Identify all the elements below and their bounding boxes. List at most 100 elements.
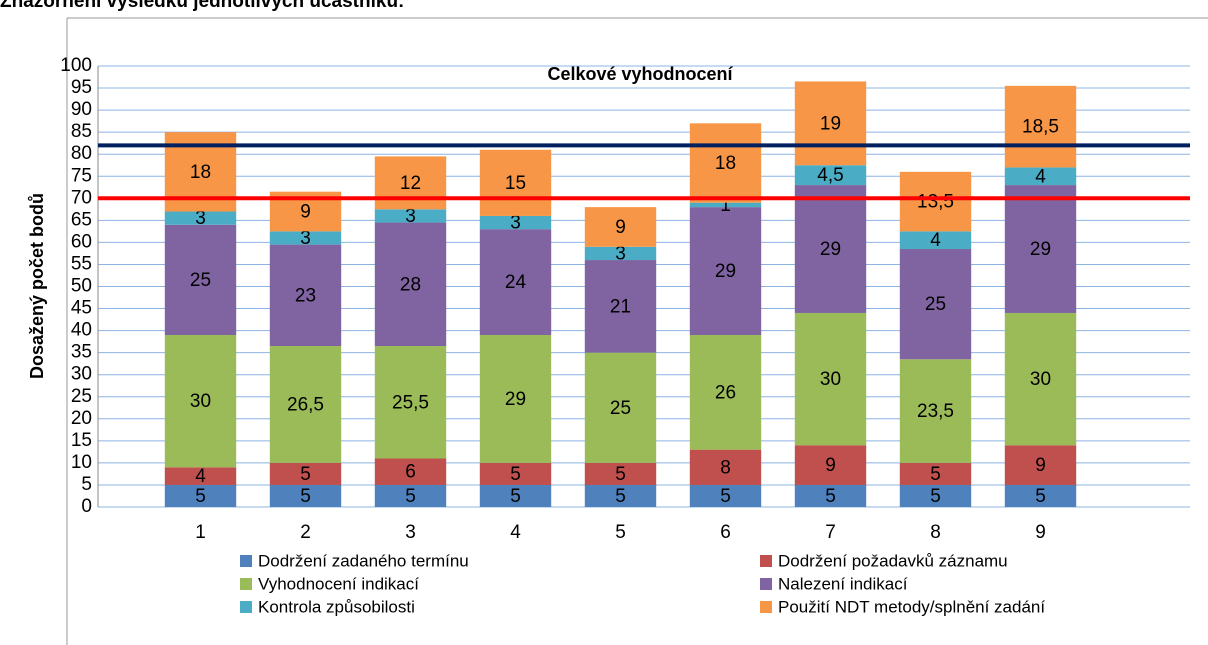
data-label: 5 xyxy=(405,486,416,507)
data-label: 5 xyxy=(825,486,836,507)
y-tick-label: 55 xyxy=(71,253,92,274)
data-label: 18 xyxy=(190,162,211,183)
data-label: 4 xyxy=(195,466,206,487)
data-label: 12 xyxy=(400,173,421,194)
bar-segment xyxy=(164,335,237,468)
y-tick-label: 75 xyxy=(71,165,92,186)
y-tick-label: 65 xyxy=(71,209,92,230)
legend-label: Dodržení požadavků záznamu xyxy=(778,551,1008,570)
data-label: 29 xyxy=(715,261,736,282)
y-tick-label: 5 xyxy=(81,474,92,495)
data-label: 23,5 xyxy=(917,401,954,422)
bar-segment xyxy=(269,346,342,463)
data-label: 25 xyxy=(610,398,631,419)
y-tick-label: 90 xyxy=(71,99,92,120)
bar-segment xyxy=(164,224,237,336)
bar-segment xyxy=(479,215,552,230)
x-tick-label: 3 xyxy=(405,522,416,543)
data-label: 23 xyxy=(295,285,316,306)
data-label: 5 xyxy=(510,464,521,485)
data-label: 5 xyxy=(930,464,941,485)
y-tick-label: 60 xyxy=(71,231,92,252)
data-label: 9 xyxy=(825,455,836,476)
x-tick-label: 8 xyxy=(930,522,941,543)
data-label: 5 xyxy=(195,486,206,507)
y-tick-label: 70 xyxy=(71,187,92,208)
bar-segment xyxy=(374,484,447,507)
bar-segment xyxy=(1004,167,1077,186)
bar-segment xyxy=(899,484,972,507)
data-label: 13,5 xyxy=(917,192,954,213)
legend-swatch xyxy=(760,555,772,567)
bar-segment xyxy=(689,484,762,507)
y-axis-label: Dosažený počet bodů xyxy=(27,193,47,379)
y-tick-label: 10 xyxy=(71,452,92,473)
bar-segment xyxy=(479,335,552,463)
bar-segment xyxy=(479,462,552,485)
y-tick-label: 45 xyxy=(71,298,92,319)
data-label: 15 xyxy=(505,173,526,194)
bar-segment xyxy=(899,462,972,485)
x-tick-label: 9 xyxy=(1035,522,1046,543)
bar-segment xyxy=(269,231,342,245)
bar-segment xyxy=(584,462,657,485)
legend-swatch xyxy=(760,578,772,590)
data-label: 1 xyxy=(720,195,731,216)
x-tick-label: 1 xyxy=(195,522,206,543)
bar-segment xyxy=(584,260,657,353)
data-label: 5 xyxy=(615,464,626,485)
bar-segment xyxy=(1004,445,1077,485)
data-label: 29 xyxy=(820,239,841,260)
data-label: 26,5 xyxy=(287,394,324,415)
data-label: 5 xyxy=(1035,486,1046,507)
x-tick-label: 6 xyxy=(720,522,731,543)
data-label: 3 xyxy=(195,208,206,229)
data-label: 30 xyxy=(1030,369,1051,390)
data-label: 5 xyxy=(930,486,941,507)
data-label: 25,5 xyxy=(392,392,429,413)
x-tick-label: 2 xyxy=(300,522,311,543)
bar-segment xyxy=(1004,85,1077,168)
bar-segment xyxy=(584,246,657,261)
legend-swatch xyxy=(240,601,252,613)
data-label: 5 xyxy=(510,486,521,507)
data-label: 29 xyxy=(1030,239,1051,260)
bar-segment xyxy=(164,211,237,225)
legend-label: Vyhodnocení indikací xyxy=(258,574,419,593)
data-label: 5 xyxy=(300,486,311,507)
y-tick-label: 0 xyxy=(81,496,92,517)
bar-segment xyxy=(794,165,867,186)
y-tick-label: 20 xyxy=(71,408,92,429)
bar-segment xyxy=(374,209,447,223)
data-label: 6 xyxy=(405,462,416,483)
bar-segment xyxy=(164,467,237,485)
data-label: 29 xyxy=(505,389,526,410)
data-label: 4 xyxy=(930,230,941,251)
data-label: 9 xyxy=(300,202,311,223)
bar-segment xyxy=(374,156,447,210)
data-label: 9 xyxy=(1035,455,1046,476)
x-tick-label: 5 xyxy=(615,522,626,543)
bar-segment xyxy=(1004,185,1077,313)
bar-segment xyxy=(689,202,762,208)
bar-segment xyxy=(374,346,447,459)
data-label: 3 xyxy=(615,243,626,264)
data-label: 4,5 xyxy=(817,165,843,186)
y-tick-label: 15 xyxy=(71,430,92,451)
y-tick-label: 80 xyxy=(71,143,92,164)
chart-title: Celkové vyhodnocení xyxy=(547,64,733,84)
bar-segment xyxy=(794,445,867,485)
bar-segment xyxy=(794,81,867,166)
data-label: 4 xyxy=(1035,166,1046,187)
bar-segment xyxy=(374,458,447,485)
bar-segment xyxy=(479,229,552,336)
y-tick-label: 95 xyxy=(71,77,92,98)
data-label: 25 xyxy=(190,270,211,291)
y-tick-label: 85 xyxy=(71,121,92,142)
bar-segment xyxy=(689,123,762,203)
x-tick-label: 4 xyxy=(510,522,521,543)
bar-segment xyxy=(899,171,972,232)
legend-swatch xyxy=(240,578,252,590)
bar-segment xyxy=(584,207,657,247)
